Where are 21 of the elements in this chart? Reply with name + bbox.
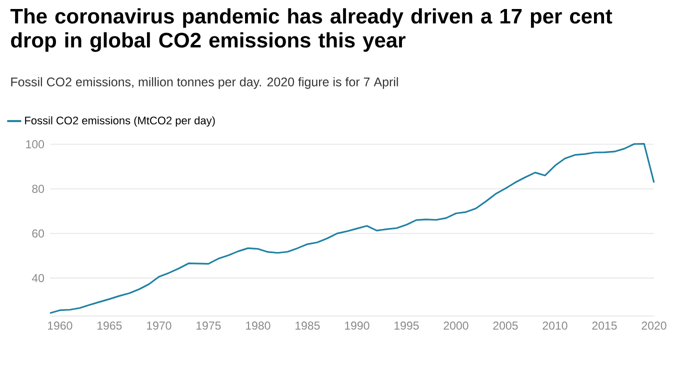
x-tick-label: 1990: [345, 322, 370, 330]
chart-title: The coronavirus pandemic has already driven a 17 per cent drop in global CO2 emissions this year: [10, 8, 612, 52]
x-tick-label: 1985: [296, 322, 320, 330]
line-series: [49, 142, 655, 314]
x-tick-label: 1995: [394, 322, 419, 330]
x-tick-label: 2020: [642, 322, 666, 330]
y-tick-label: 80: [32, 184, 44, 193]
x-tick-label: 1980: [246, 322, 270, 330]
x-tick-label: 1965: [98, 322, 122, 330]
x-tick-label: 2015: [592, 322, 617, 330]
x-tick-label: 2010: [542, 322, 568, 330]
y-tick-label: 100: [26, 140, 44, 148]
y-tick-label: 40: [32, 274, 44, 282]
x-tick-label: 2000: [444, 322, 468, 330]
y-tick-label: 60: [32, 229, 44, 238]
x-tick-label: 2005: [493, 322, 518, 330]
chart-subtitle: Fossil CO2 emissions, million tonnes per day. 2020 figure is for 7 April: [11, 77, 398, 89]
x-tick-label: 1960: [48, 322, 72, 330]
x-tick-label: 1975: [196, 322, 221, 330]
legend-label: Fossil CO2 emissions (MtCO2 per day): [25, 116, 215, 127]
x-tick-label: 1970: [147, 322, 172, 330]
